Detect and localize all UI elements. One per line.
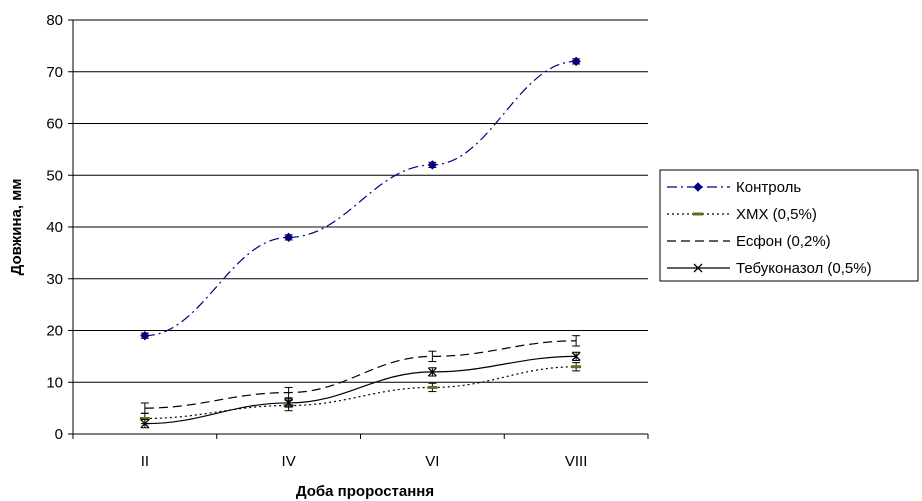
marker-x (427, 367, 437, 377)
y-tick-label: 60 (46, 116, 63, 133)
y-tick-label: 50 (46, 167, 63, 184)
marker-diamond (571, 56, 581, 67)
marker-dash (571, 365, 582, 369)
legend-item-2: ХМХ (0,5%) (667, 206, 817, 223)
y-axis-title: Довжина, мм (8, 179, 25, 276)
legend-item-3: Есфон (0,2%) (667, 233, 831, 250)
y-tick-label: 40 (46, 219, 63, 236)
marker-diamond (140, 330, 150, 341)
y-tick-label: 30 (46, 271, 63, 288)
series-4 (140, 351, 581, 429)
y-tick-label: 0 (55, 426, 63, 443)
y-tick-label: 70 (46, 64, 63, 81)
series-line (144, 60, 577, 337)
legend: Контроль ХМХ (0,5%) Есфон (0,2%) Тебуконазо… (659, 169, 919, 282)
marker-x (284, 398, 294, 408)
marker-dash (693, 212, 703, 216)
legend-item-1: Контроль (667, 179, 801, 196)
x-tick-label: II (141, 453, 149, 470)
y-tick-label: 80 (46, 12, 63, 29)
y-tick-labels: 0 10 20 30 40 50 60 70 80 (46, 12, 63, 443)
series-line (144, 340, 577, 409)
marker-diamond (283, 232, 294, 243)
series-line (144, 355, 577, 425)
series-group (139, 56, 582, 429)
y-tick-label: 20 (46, 323, 63, 340)
x-axis-title: Доба проростання (296, 483, 434, 500)
legend-box (659, 169, 919, 282)
legend-label: ХМХ (0,5%) (736, 206, 817, 223)
marker-x (571, 351, 581, 361)
marker-diamond (693, 182, 703, 192)
y-tick-label: 10 (46, 374, 63, 391)
x-tick-label: IV (282, 453, 296, 470)
legend-label: Тебуконазол (0,5%) (736, 260, 872, 277)
legend-label: Контроль (736, 179, 801, 196)
marker-dash (139, 416, 150, 420)
axes (68, 19, 649, 439)
marker-diamond (427, 160, 438, 170)
marker-x (140, 419, 150, 429)
legend-item-4: Тебуконазол (0,5%) (667, 260, 872, 277)
series-3 (140, 335, 581, 414)
series-line (144, 366, 577, 420)
series-2 (139, 362, 582, 425)
x-tick-label: VI (425, 453, 439, 470)
grid-lines (73, 19, 648, 383)
series-1 (140, 56, 581, 341)
x-tick-labels: II IV VI VIII (141, 453, 588, 470)
marker-x (693, 263, 703, 273)
x-tick-label: VIII (565, 453, 588, 470)
legend-label: Есфон (0,2%) (736, 233, 831, 250)
marker-dash (427, 385, 438, 389)
